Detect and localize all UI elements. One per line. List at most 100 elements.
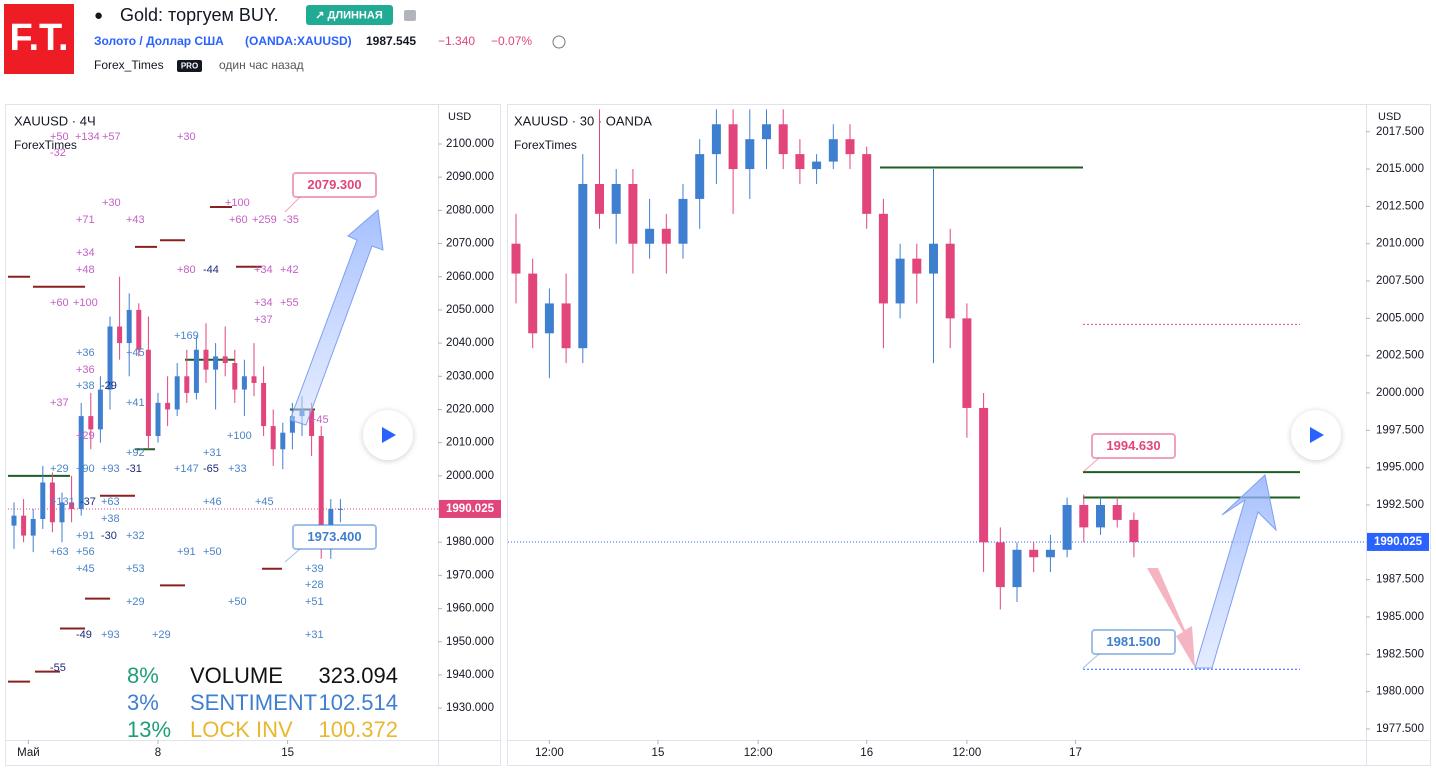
annotation: +30 [177, 131, 196, 143]
pro-badge [177, 60, 202, 72]
annotation: -49 [76, 629, 92, 641]
x-tick-label: 12:00 [953, 747, 982, 759]
candle-body [184, 376, 190, 393]
stat-value: 100.372 [318, 717, 398, 742]
x-tick-label: 15 [281, 747, 294, 759]
candle-body [69, 502, 75, 510]
candle-body [795, 154, 805, 170]
y-tick-label: 2100.000 [446, 138, 494, 150]
candle-body [97, 389, 103, 430]
annotation: +46 [203, 496, 222, 508]
annotation: +93 [101, 629, 120, 641]
annotation: +100 [227, 430, 252, 442]
x-tick-label: Май [17, 747, 40, 759]
right-panel [507, 104, 1431, 766]
annotation: +56 [76, 546, 95, 558]
annotation: +134 [75, 131, 100, 143]
callout-pointer [284, 548, 301, 563]
candle-body [337, 508, 343, 510]
y-tick-label: 1985.000 [1376, 611, 1424, 623]
badge [306, 5, 393, 25]
annotation: +33 [228, 463, 247, 475]
candle-body [270, 426, 276, 450]
annotation: +45 [255, 496, 274, 508]
y-tick-label: 2080.000 [446, 204, 494, 216]
play-icon [382, 427, 396, 443]
y-tick-label: 1995.000 [1376, 462, 1424, 474]
candle-body [578, 183, 588, 349]
logo[interactable] [4, 4, 74, 74]
annotation: -44 [203, 264, 219, 276]
symbol[interactable]: Золото / Доллар США [94, 34, 224, 48]
annotation: +80 [177, 264, 196, 276]
lock-icon [404, 10, 416, 21]
candle-body [117, 326, 123, 344]
annotation: +29 [50, 463, 69, 475]
annotation: +53 [126, 563, 145, 575]
annotation: +36 [76, 364, 95, 376]
candle-body [30, 518, 36, 536]
x-tick-label: 12:00 [535, 747, 564, 759]
annotation: +29 [126, 596, 145, 608]
chart-title: XAUUSD · 4Ч [14, 113, 96, 128]
author[interactable]: Forex_Times [94, 58, 164, 72]
annotation: +63 [101, 496, 120, 508]
candle-body [126, 309, 132, 344]
annotation: +45 [76, 563, 95, 575]
y-tick-label: 2010.000 [446, 437, 494, 449]
candle-body [136, 309, 142, 350]
alarm-icon[interactable] [552, 35, 566, 49]
candle-body [222, 356, 228, 364]
y-tick-label: 2002.500 [1376, 350, 1424, 362]
candle-body [661, 228, 671, 244]
annotation: +29 [76, 430, 95, 442]
candle-body [845, 139, 855, 155]
y-tick-label: 2020.000 [446, 404, 494, 416]
symbol-code[interactable]: (OANDA:XAUUSD) [245, 34, 352, 48]
annotation: -29 [101, 380, 117, 392]
logo-text: F.T. [9, 17, 68, 59]
candle-body [1045, 549, 1055, 558]
annotation: -31 [126, 463, 142, 475]
annotation: +259 [252, 214, 277, 226]
annotation: +43 [126, 214, 145, 226]
y-tick-label: 1982.500 [1376, 648, 1424, 660]
annotation: +57 [102, 131, 121, 143]
y-tick-label: 2060.000 [446, 271, 494, 283]
stat-pct: 8% [127, 663, 159, 688]
badge-text: ↗ ДЛИННАЯ [315, 9, 383, 21]
candle-body [1062, 504, 1072, 550]
candle-body [595, 183, 604, 214]
y-tick-label: 2012.500 [1376, 200, 1424, 212]
callout-box [292, 172, 377, 198]
candle-body [912, 258, 922, 274]
candle-body [289, 416, 295, 433]
annotation: -65 [203, 463, 219, 475]
y-tick-label: 2050.000 [446, 304, 494, 316]
arrow-up [289, 209, 384, 426]
last-price-label: 1990.025 [446, 503, 495, 515]
annotation: +60 [229, 214, 248, 226]
y-tick-label: 1980.000 [1376, 686, 1424, 698]
y-tick-label: 2000.000 [1376, 387, 1424, 399]
annotation: +34 [254, 297, 273, 309]
y-tick-label: 1940.000 [446, 669, 494, 681]
arrow-up [1194, 474, 1277, 669]
callout-box [1091, 629, 1176, 655]
candle-body [11, 515, 17, 526]
annotation: +55 [280, 297, 299, 309]
y-tick-label: 2040.000 [446, 337, 494, 349]
callout-pointer [1082, 653, 1100, 669]
pro-text: PRO [181, 62, 198, 71]
y-tick-label: 2090.000 [446, 171, 494, 183]
candle-body [232, 363, 238, 390]
annotation: -30 [101, 530, 117, 542]
annotation: +71 [76, 214, 95, 226]
annotation: +90 [76, 463, 95, 475]
y-tick-label: 1987.500 [1376, 574, 1424, 586]
annotation: +93 [101, 463, 120, 475]
candle-body [1029, 549, 1039, 558]
candle-body [88, 416, 94, 430]
candle-body [309, 409, 315, 437]
